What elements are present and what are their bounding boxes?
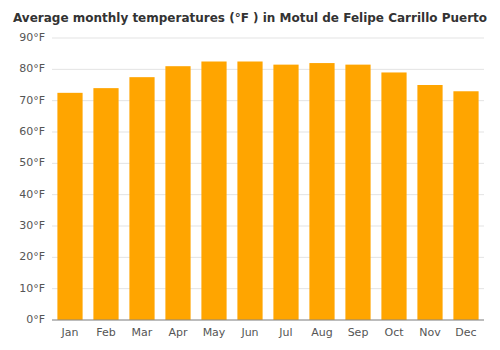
x-tick-label: Jun	[240, 326, 258, 339]
x-tick-label: Dec	[455, 326, 476, 339]
x-tick-label: Aug	[311, 326, 332, 339]
bar	[201, 62, 226, 321]
y-tick-label: 70°F	[19, 94, 45, 107]
y-tick-label: 60°F	[19, 125, 45, 138]
x-tick-label: Jan	[61, 326, 79, 339]
y-tick-label: 40°F	[19, 188, 45, 201]
grid-line	[52, 38, 484, 39]
bar	[129, 77, 154, 320]
bar	[57, 93, 82, 320]
x-tick-label: Mar	[132, 326, 153, 339]
bar	[237, 62, 262, 321]
bar	[453, 91, 478, 320]
grid-line	[52, 320, 484, 321]
x-axis: Jan Feb Mar Apr May Jun Jul Aug Sep Oct Nov Dec	[61, 326, 477, 339]
grid-line	[52, 69, 484, 70]
bar	[309, 63, 334, 320]
x-tick-label: May	[203, 326, 226, 339]
bar	[381, 72, 406, 320]
bar	[93, 88, 118, 320]
x-tick-label: Nov	[419, 326, 441, 339]
x-tick-label: Feb	[96, 326, 115, 339]
y-tick-label: 30°F	[19, 219, 45, 232]
bars	[57, 62, 478, 321]
x-tick-label: Sep	[348, 326, 369, 339]
bar	[273, 65, 298, 320]
y-tick-label: 20°F	[19, 250, 45, 263]
y-axis: 0°F 10°F 20°F 30°F 40°F 50°F 60°F 70°F 80°F 90°F	[19, 31, 45, 326]
y-tick-label: 90°F	[19, 31, 45, 44]
y-tick-label: 80°F	[19, 62, 45, 75]
bar	[417, 85, 442, 320]
title: Average monthly temperatures (°F ) in Mo…	[13, 11, 487, 25]
grid	[52, 38, 484, 320]
y-tick-label: 10°F	[19, 282, 45, 295]
y-tick-label: 0°F	[26, 313, 45, 326]
chart: 0°F 10°F 20°F 30°F 40°F 50°F 60°F 70°F 80°F 90°F J…	[0, 0, 500, 350]
bar	[165, 66, 190, 320]
x-axis-line	[52, 320, 484, 321]
x-tick-label: Apr	[168, 326, 188, 339]
y-tick-label: 50°F	[19, 156, 45, 169]
x-tick-label: Jul	[278, 326, 292, 339]
bar	[345, 65, 370, 320]
x-tick-label: Oct	[384, 326, 404, 339]
